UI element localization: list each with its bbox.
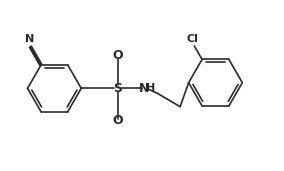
Text: H: H <box>146 83 155 93</box>
Text: N: N <box>139 82 149 95</box>
Text: S: S <box>114 82 122 95</box>
Text: N: N <box>26 35 35 44</box>
Text: Cl: Cl <box>187 34 199 44</box>
Text: O: O <box>113 114 123 127</box>
Text: O: O <box>113 49 123 62</box>
